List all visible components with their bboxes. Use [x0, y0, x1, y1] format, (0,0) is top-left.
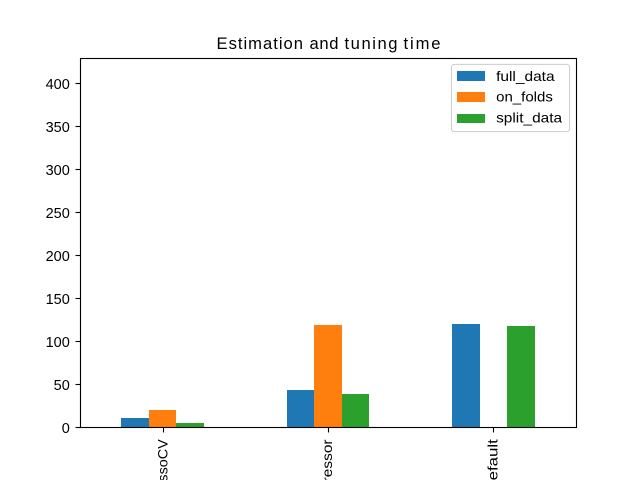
svg-text:350: 350 [46, 120, 70, 136]
svg-text:full_data: full_data [496, 68, 555, 84]
svg-text:200: 200 [46, 249, 70, 265]
svg-text:50: 50 [54, 378, 70, 394]
svg-text:ressor: ressor [319, 439, 335, 480]
svg-text:on_folds: on_folds [496, 89, 553, 105]
svg-text:300: 300 [46, 163, 70, 179]
svg-text:efault: efault [485, 439, 501, 480]
svg-text:Estimation: Estimation [217, 34, 304, 53]
svg-text:time: time [404, 34, 441, 53]
svg-text:400: 400 [46, 77, 70, 93]
svg-text:150: 150 [46, 292, 70, 308]
svg-text:split_data: split_data [496, 110, 562, 126]
svg-text:250: 250 [46, 206, 70, 222]
svg-text:100: 100 [46, 335, 70, 351]
svg-text:and: and [310, 34, 339, 53]
svg-text:0: 0 [62, 421, 70, 437]
svg-text:ssoCV: ssoCV [154, 439, 170, 480]
